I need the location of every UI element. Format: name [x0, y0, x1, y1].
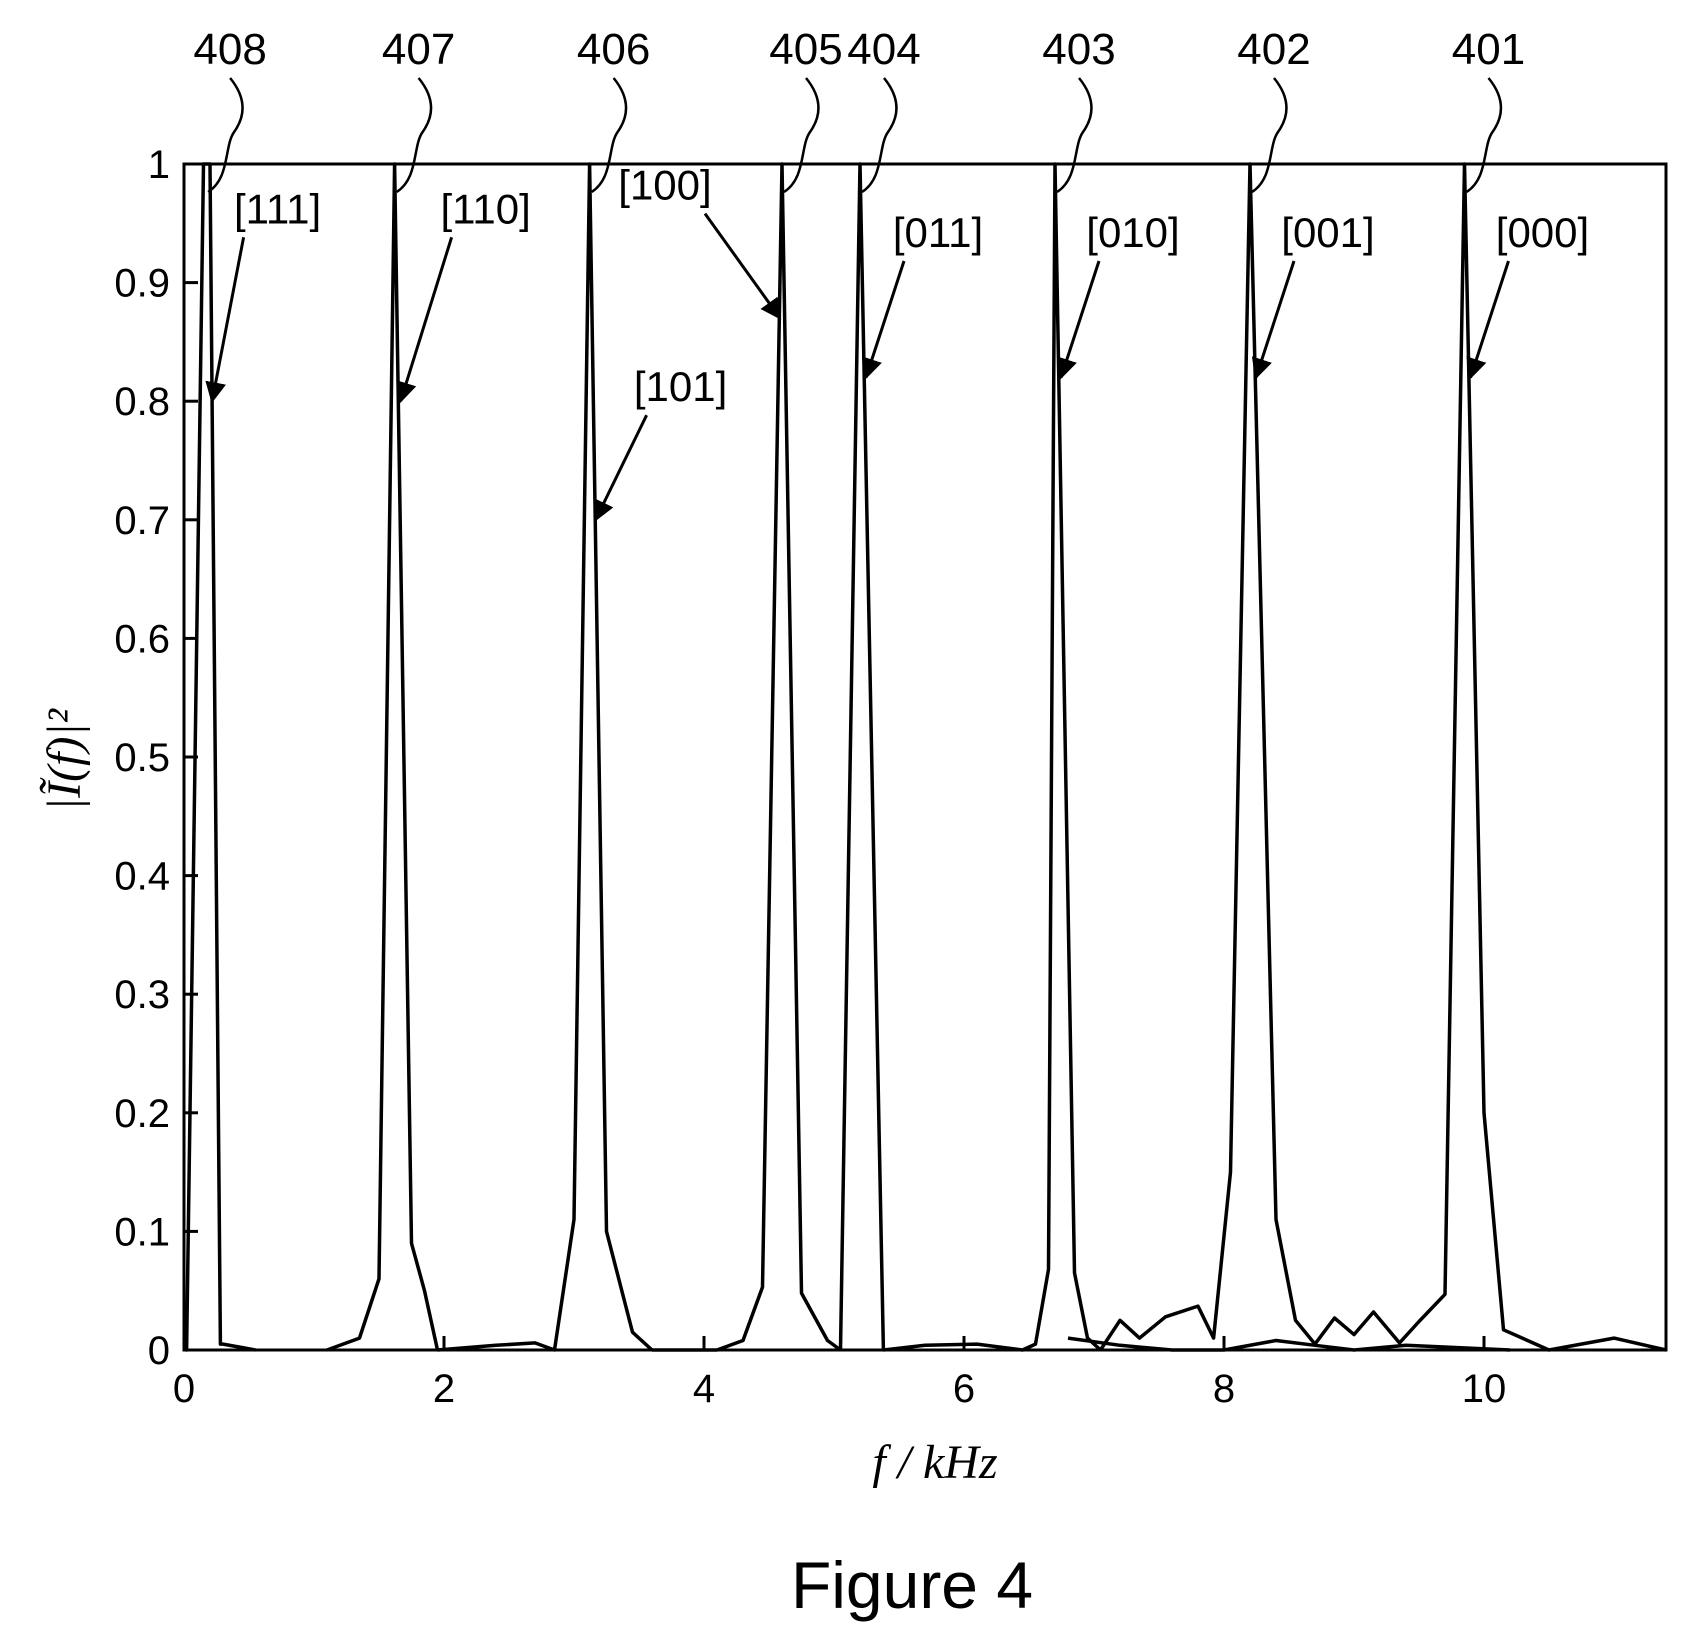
ref-numeral-406: 406 — [577, 25, 650, 74]
ref-numeral-403: 403 — [1042, 25, 1115, 74]
ref-leader-402 — [1251, 77, 1288, 194]
bit-code-label-1: [110] — [440, 185, 530, 232]
series-line-7 — [1067, 1336, 1511, 1352]
y-axis-label: |Ĩ(f)|² — [38, 707, 91, 811]
y-tick-label-4: 0.4 — [114, 855, 170, 899]
y-tick-label-3: 0.3 — [114, 973, 170, 1017]
ref-leader-403 — [1056, 77, 1093, 194]
x-axis-ticks: 0 2 4 6 8 10 — [173, 1336, 1506, 1411]
ref-numeral-405: 405 — [769, 25, 842, 74]
series-line-4 — [838, 162, 886, 1351]
series-line-6 — [1099, 162, 1667, 1352]
series-layer — [182, 162, 1667, 1352]
figure-caption: Figure 4 — [791, 1548, 1033, 1622]
series-line-2 — [437, 162, 654, 1352]
bit-code-arrow-6 — [1251, 260, 1296, 380]
bit-code-arrow-0 — [205, 237, 246, 404]
y-axis-ticks: 0 0.1 0.2 0.3 0.4 0.5 0.6 0.7 0.8 0.9 1 — [114, 143, 198, 1373]
ref-numeral-404: 404 — [847, 25, 920, 74]
ref-leader-407 — [395, 77, 433, 194]
x-tick-label-4: 8 — [1213, 1367, 1235, 1411]
series-line-0 — [182, 162, 256, 1352]
annotation-layer: 408 [111] 407 [110] 406 [101] 405 [100] 404 [011]… — [193, 25, 1589, 522]
series-line-3 — [652, 162, 842, 1352]
bit-code-arrow-4 — [861, 260, 906, 380]
ref-numeral-408: 408 — [193, 25, 266, 74]
x-tick-label-1: 2 — [433, 1367, 455, 1411]
x-tick-label-3: 6 — [953, 1367, 975, 1411]
y-tick-label-0: 0 — [148, 1329, 170, 1373]
bit-code-arrow-1 — [396, 236, 454, 404]
series-line-1 — [326, 162, 440, 1352]
bit-code-label-6: [001] — [1281, 209, 1374, 256]
ref-leader-408 — [207, 77, 244, 194]
x-tick-label-2: 4 — [693, 1367, 715, 1411]
plot-frame — [182, 162, 1668, 1352]
y-tick-label-9: 0.9 — [114, 262, 170, 306]
series-line-5 — [883, 162, 1102, 1352]
ref-leader-405 — [783, 77, 820, 194]
y-tick-label-2: 0.2 — [114, 1092, 170, 1136]
ref-numeral-401: 401 — [1452, 25, 1525, 74]
bit-code-arrow-5 — [1056, 260, 1101, 380]
ref-leader-406 — [590, 77, 628, 194]
x-axis-label: f / kHz — [872, 1436, 998, 1489]
bit-code-label-7: [000] — [1496, 209, 1589, 256]
y-tick-label-10: 1 — [148, 143, 170, 187]
bit-code-arrow-3 — [703, 212, 782, 320]
ref-numeral-402: 402 — [1237, 25, 1310, 74]
y-tick-label-5: 0.5 — [114, 736, 170, 780]
bit-code-arrow-2 — [594, 414, 648, 522]
bit-code-arrow-7 — [1466, 260, 1510, 380]
x-tick-label-5: 10 — [1462, 1367, 1507, 1411]
bit-code-label-2: [101] — [634, 363, 727, 410]
ref-leader-404 — [861, 77, 898, 194]
bit-code-label-4: [011] — [893, 209, 983, 256]
bit-code-label-3: [100] — [618, 162, 711, 209]
y-tick-label-8: 0.8 — [114, 380, 170, 424]
ref-leader-401 — [1465, 77, 1503, 194]
bit-code-label-5: [010] — [1086, 209, 1179, 256]
bit-code-label-0: [111] — [234, 185, 321, 232]
ref-numeral-407: 407 — [382, 25, 455, 74]
y-tick-label-7: 0.7 — [114, 499, 170, 543]
x-tick-label-0: 0 — [173, 1367, 195, 1411]
y-tick-label-1: 0.1 — [114, 1210, 170, 1254]
y-tick-label-6: 0.6 — [114, 617, 170, 661]
